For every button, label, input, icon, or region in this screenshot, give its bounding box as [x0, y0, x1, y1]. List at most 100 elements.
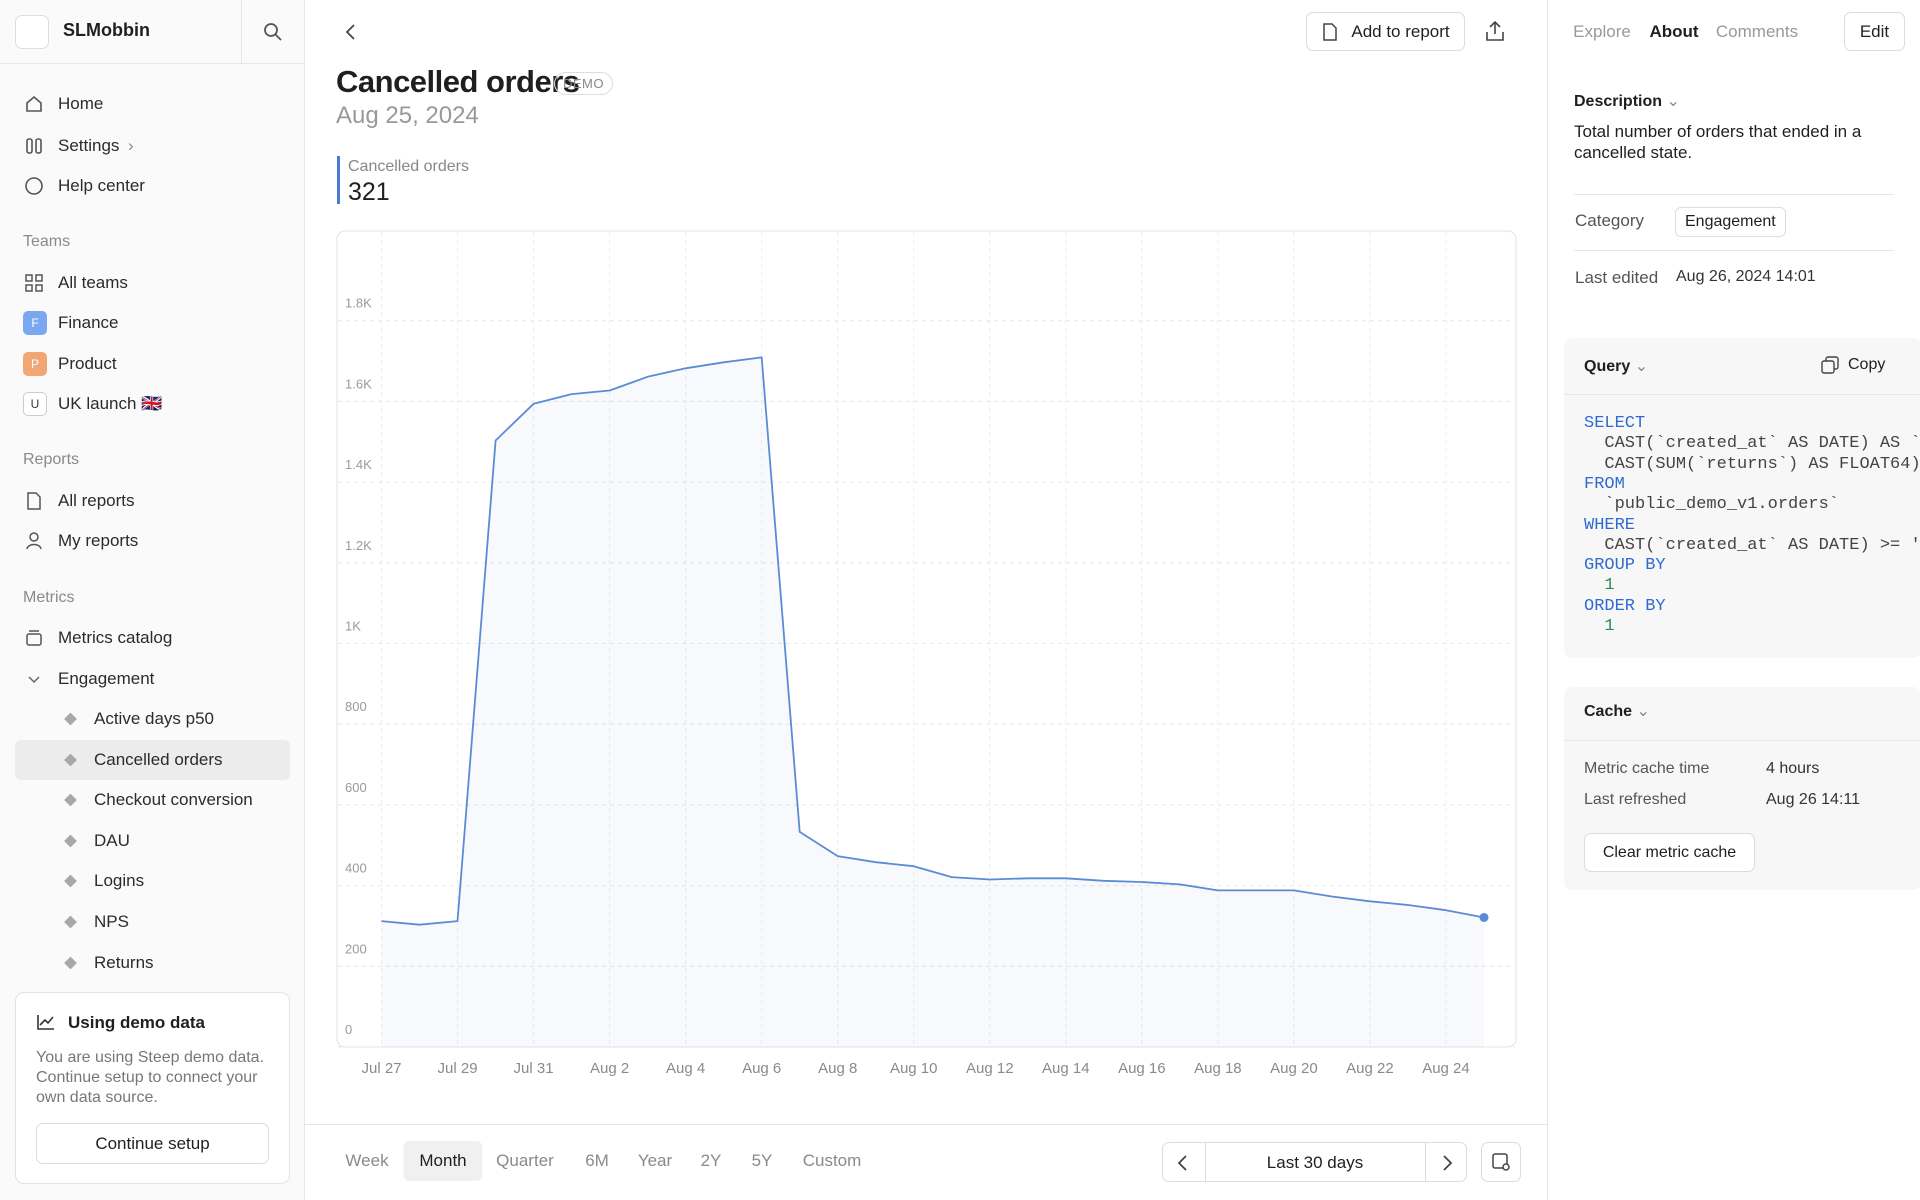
metric-item[interactable]: NPS [94, 912, 129, 931]
metric-item[interactable]: DAU [94, 830, 130, 850]
workspace-icon[interactable] [15, 15, 49, 49]
nav-report[interactable]: All reports [58, 491, 135, 510]
code-line: SELECT [1584, 414, 1646, 433]
y-tick-label: 800 [345, 699, 367, 714]
metric-item[interactable]: Logins [94, 871, 145, 891]
nav-team[interactable]: Finance [58, 313, 119, 332]
report-icon [1323, 22, 1338, 41]
panel-tab[interactable]: Explore [1573, 22, 1631, 41]
section-heading[interactable]: Query ⌄ [1584, 358, 1649, 375]
range-tab[interactable]: Custom [802, 1151, 862, 1170]
x-tick-label: Aug 24 [1422, 1060, 1470, 1077]
button-label: Add to report [1351, 21, 1450, 41]
field-label: Last edited [1575, 268, 1659, 287]
team-badge: P [23, 352, 47, 376]
period-label[interactable]: Last 30 days [1266, 1153, 1364, 1172]
copy-icon [1821, 356, 1839, 374]
y-tick-label: 1.4K [345, 457, 372, 472]
details-panel: Explore About Comments Edit Description ⌄ … [1547, 0, 1920, 1200]
demo-text: You are using Steep demo data. Continue … [36, 1049, 265, 1106]
prev-button[interactable] [1173, 1153, 1193, 1173]
nav-help[interactable]: Help center [58, 176, 145, 195]
nav-settings[interactable]: Settings [58, 136, 120, 155]
x-tick-label: Aug 10 [890, 1060, 938, 1077]
panel-tab[interactable]: Comments [1715, 22, 1799, 41]
range-tab[interactable]: 2Y [700, 1151, 722, 1170]
x-tick-label: Jul 29 [438, 1060, 478, 1077]
code-line: 1 [1584, 617, 1615, 636]
add-report-button[interactable]: Add to report [1306, 12, 1465, 51]
divider [1574, 194, 1894, 195]
nav-team[interactable]: Product [58, 354, 117, 373]
metric-item[interactable]: Cancelled orders [94, 749, 223, 769]
nav-report[interactable]: My reports [58, 531, 139, 550]
section-heading[interactable]: Description ⌄ [1574, 93, 1680, 110]
range-tab[interactable]: 5Y [751, 1151, 773, 1170]
y-tick-label: 600 [345, 780, 367, 795]
line [381, 356, 1485, 926]
divider [1425, 1143, 1426, 1181]
y-tick-label: 400 [345, 861, 367, 876]
divider [1205, 1143, 1206, 1181]
range-tab[interactable]: Quarter [496, 1151, 554, 1170]
next-button[interactable] [1437, 1153, 1457, 1173]
copy-button[interactable]: Copy [1848, 356, 1886, 373]
x-tick-label: Jul 31 [514, 1060, 554, 1077]
range-tab[interactable]: 6M [585, 1151, 609, 1170]
query-card: Query ⌄ Copy SELECT CAST(`created_at` AS… [1564, 338, 1920, 658]
nav-home[interactable]: Home [58, 94, 104, 113]
x-tick-label: Aug 18 [1194, 1060, 1242, 1077]
section-heading: Reports [23, 451, 80, 468]
workspace-name[interactable]: SLMobbin [63, 20, 150, 40]
code-line: FROM [1584, 474, 1625, 494]
category-chip[interactable]: Engagement [1675, 207, 1786, 237]
code-line: `public_demo_v1.orders` [1584, 495, 1840, 515]
divider [1564, 740, 1920, 741]
metric-item[interactable]: Active days p50 [94, 709, 215, 728]
page-title: Cancelled orders [336, 64, 580, 99]
user-icon [26, 532, 42, 550]
kpi-bar [337, 156, 340, 204]
y-tick-label: 1.8K [345, 296, 372, 311]
code-line: GROUP BY [1584, 556, 1666, 576]
code-line: CAST(`created_at` AS DATE) >= '2 [1584, 535, 1920, 555]
field-value: Aug 26 14:11 [1766, 791, 1861, 808]
nav-team[interactable]: All teams [58, 273, 128, 292]
chart-icon [37, 1015, 54, 1030]
home-icon [26, 95, 42, 112]
nav-team[interactable]: UK launch 🇬🇧 [58, 394, 163, 413]
metric-item[interactable]: Checkout conversion [94, 790, 253, 810]
nav-metric-group[interactable]: Engagement [58, 669, 155, 688]
field-label: Last refreshed [1584, 791, 1687, 808]
section-heading: Metrics [23, 589, 75, 606]
demo-card: Using demo data You are using Steep demo… [15, 992, 290, 1184]
search-icon[interactable] [263, 22, 283, 42]
chart-settings-button[interactable] [1481, 1142, 1521, 1182]
main: Add to report Cancelled orders DEMO Aug … [305, 0, 1547, 1200]
panel-tab[interactable]: About [1649, 22, 1699, 41]
expand-icon[interactable] [24, 669, 44, 689]
range-tab[interactable]: Week [345, 1151, 389, 1170]
section-heading[interactable]: Cache ⌄ [1584, 703, 1650, 720]
share-button[interactable] [1485, 20, 1505, 42]
clear-cache-button[interactable]: Clear metric cache [1584, 833, 1755, 872]
divider [1574, 250, 1894, 251]
x-tick-label: Aug 2 [590, 1060, 629, 1077]
divider [305, 1124, 1547, 1125]
x-tick-label: Aug 14 [1042, 1060, 1090, 1077]
y-tick-label: 200 [345, 941, 367, 956]
range-tab[interactable]: Month [403, 1141, 483, 1181]
y-tick-label: 1K [345, 619, 361, 634]
x-tick-label: Aug 16 [1118, 1060, 1166, 1077]
metric-item[interactable]: Returns [94, 952, 154, 972]
kpi-label: Cancelled orders [348, 158, 469, 175]
range-tab[interactable]: Year [637, 1151, 673, 1170]
catalog-icon [26, 630, 42, 646]
continue-button[interactable]: Continue setup [36, 1123, 269, 1164]
nav-metrics-catalog[interactable]: Metrics catalog [58, 628, 173, 647]
code-line: CAST(SUM(`returns`) AS FLOAT64) AS [1584, 454, 1920, 474]
x-tick-label: Aug 8 [818, 1060, 857, 1077]
back-button[interactable] [341, 22, 361, 42]
edit-button[interactable]: Edit [1844, 12, 1905, 51]
